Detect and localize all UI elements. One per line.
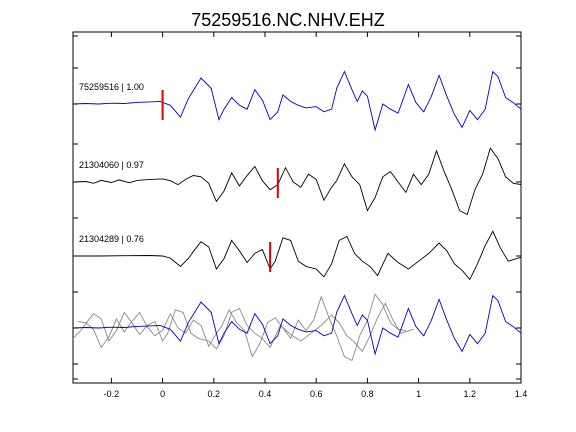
x-tick-label-3: 0.4	[259, 389, 272, 399]
x-tick-label-8: 1.4	[515, 389, 528, 399]
trace-1-label: 75259516 | 1.00	[79, 82, 144, 92]
chart-title: 75259516.NC.NHV.EHZ	[191, 10, 384, 30]
traces-layer: 75259516 | 1.00 21304060 | 0.97 21304289 |…	[72, 70, 522, 362]
overlay-series-2	[72, 302, 414, 353]
overlay-series-1	[78, 293, 406, 362]
x-tick-label-7: 1.2	[464, 389, 477, 399]
x-tick-label-5: 0.8	[361, 389, 374, 399]
x-tick-label-1: 0	[160, 389, 165, 399]
x-tick-label-4: 0.6	[310, 389, 323, 399]
overlay-series-3	[72, 294, 522, 356]
trace-2-line	[72, 147, 522, 216]
x-tick-label-6: 1	[416, 389, 421, 399]
x-axis: -0.2 0 0.2 0.4 0.6 0.8 1 1.2 1.4	[73, 32, 527, 399]
trace-3-line	[73, 230, 522, 281]
x-tick-label-2: 0.2	[208, 389, 221, 399]
x-tick-label-0: -0.2	[104, 389, 120, 399]
trace-3-label: 21304289 | 0.76	[79, 234, 144, 244]
trace-2-label: 21304060 | 0.97	[79, 160, 144, 170]
plot-frame	[72, 31, 522, 384]
trace-1-line	[72, 70, 522, 132]
